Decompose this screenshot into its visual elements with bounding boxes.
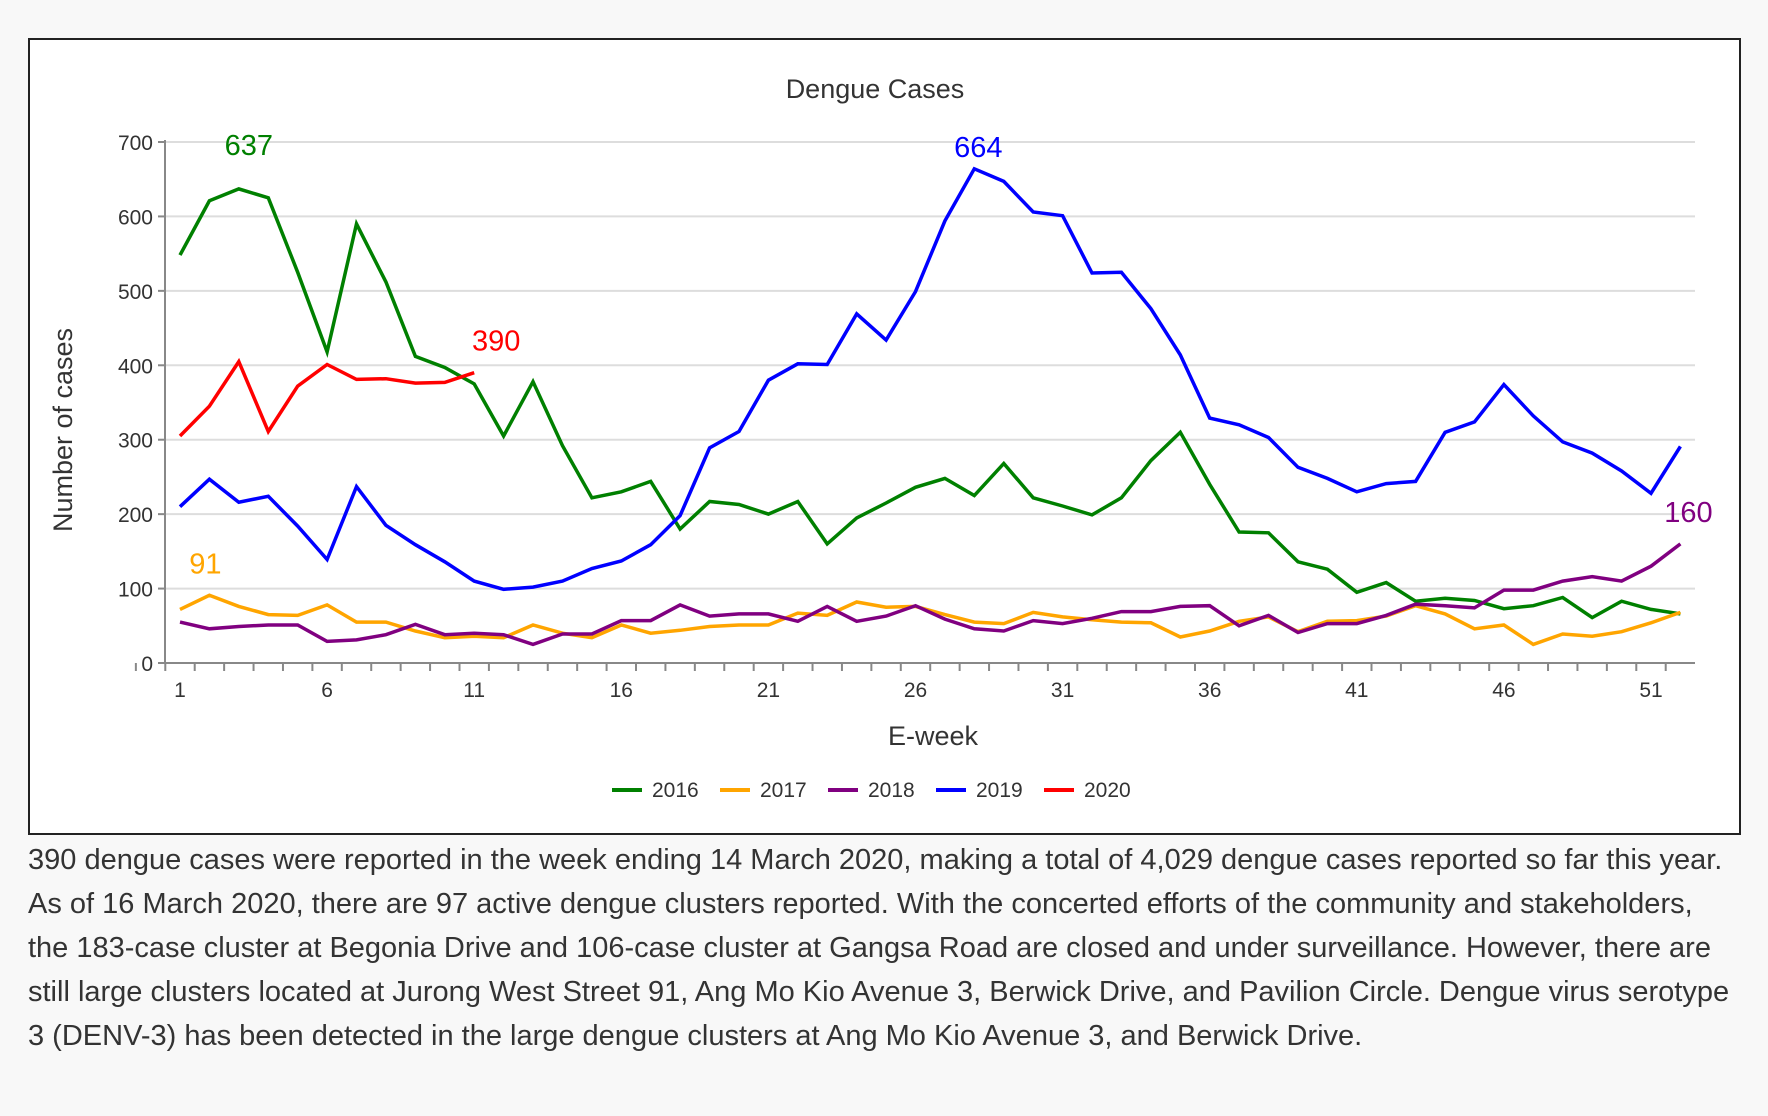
series-line-2020 bbox=[178, 357, 475, 438]
legend-label-2020: 2020 bbox=[1084, 779, 1131, 802]
y-tick-label: 700 bbox=[118, 132, 153, 155]
data-label-2019: 664 bbox=[954, 132, 1002, 164]
y-tick-label: 500 bbox=[118, 281, 153, 304]
series-lines bbox=[178, 166, 1682, 647]
legend-label-2017: 2017 bbox=[760, 779, 807, 802]
y-tick-label: 400 bbox=[118, 355, 153, 378]
series-line-2016 bbox=[178, 187, 1681, 620]
chart-title: Dengue Cases bbox=[786, 74, 965, 104]
x-tick-label: 31 bbox=[1051, 679, 1074, 702]
y-tick-label: 600 bbox=[118, 206, 153, 229]
data-label-2017: 91 bbox=[189, 548, 221, 580]
x-tick-label: 41 bbox=[1345, 679, 1368, 702]
series-line-2017 bbox=[179, 593, 1681, 647]
caption-text: 390 dengue cases were reported in the we… bbox=[28, 844, 1730, 1052]
x-tick-label: 36 bbox=[1198, 679, 1221, 702]
chart-container: Dengue Cases Number of cases E-week 0 100… bbox=[28, 38, 1741, 835]
data-label-2016: 637 bbox=[225, 130, 273, 162]
x-tick-label: 46 bbox=[1492, 679, 1515, 702]
y-tick-label: 0 bbox=[141, 653, 153, 676]
legend-label-2018: 2018 bbox=[868, 779, 915, 802]
series-line-2018 bbox=[179, 542, 1682, 647]
line-chart: Dengue Cases Number of cases E-week 0 100… bbox=[48, 74, 1713, 802]
x-tick-label: 11 bbox=[463, 679, 485, 702]
x-tick-label: 26 bbox=[904, 679, 927, 702]
y-tick-label: 200 bbox=[118, 504, 153, 527]
series-line-2019 bbox=[178, 166, 1682, 592]
data-label-2020: 390 bbox=[472, 326, 520, 358]
x-tick-label: 16 bbox=[610, 679, 633, 702]
y-tick-label: 300 bbox=[118, 430, 153, 453]
x-tick-label: 6 bbox=[321, 679, 333, 702]
legend-label-2019: 2019 bbox=[976, 779, 1023, 802]
x-tick-label: 51 bbox=[1639, 679, 1662, 702]
y-axis-label: Number of cases bbox=[48, 328, 78, 532]
legend-label-2016: 2016 bbox=[652, 779, 699, 802]
x-tick-label: 21 bbox=[757, 679, 780, 702]
annotations: 637 91 160 664 390 bbox=[189, 130, 1712, 580]
y-tick-label: 100 bbox=[118, 579, 153, 602]
x-tick-label: 1 bbox=[174, 679, 186, 702]
x-axis-label: E-week bbox=[888, 721, 979, 751]
data-label-2018: 160 bbox=[1664, 497, 1712, 529]
legend: 2016 2017 2018 2019 2020 bbox=[612, 779, 1131, 802]
grid bbox=[165, 141, 1695, 590]
